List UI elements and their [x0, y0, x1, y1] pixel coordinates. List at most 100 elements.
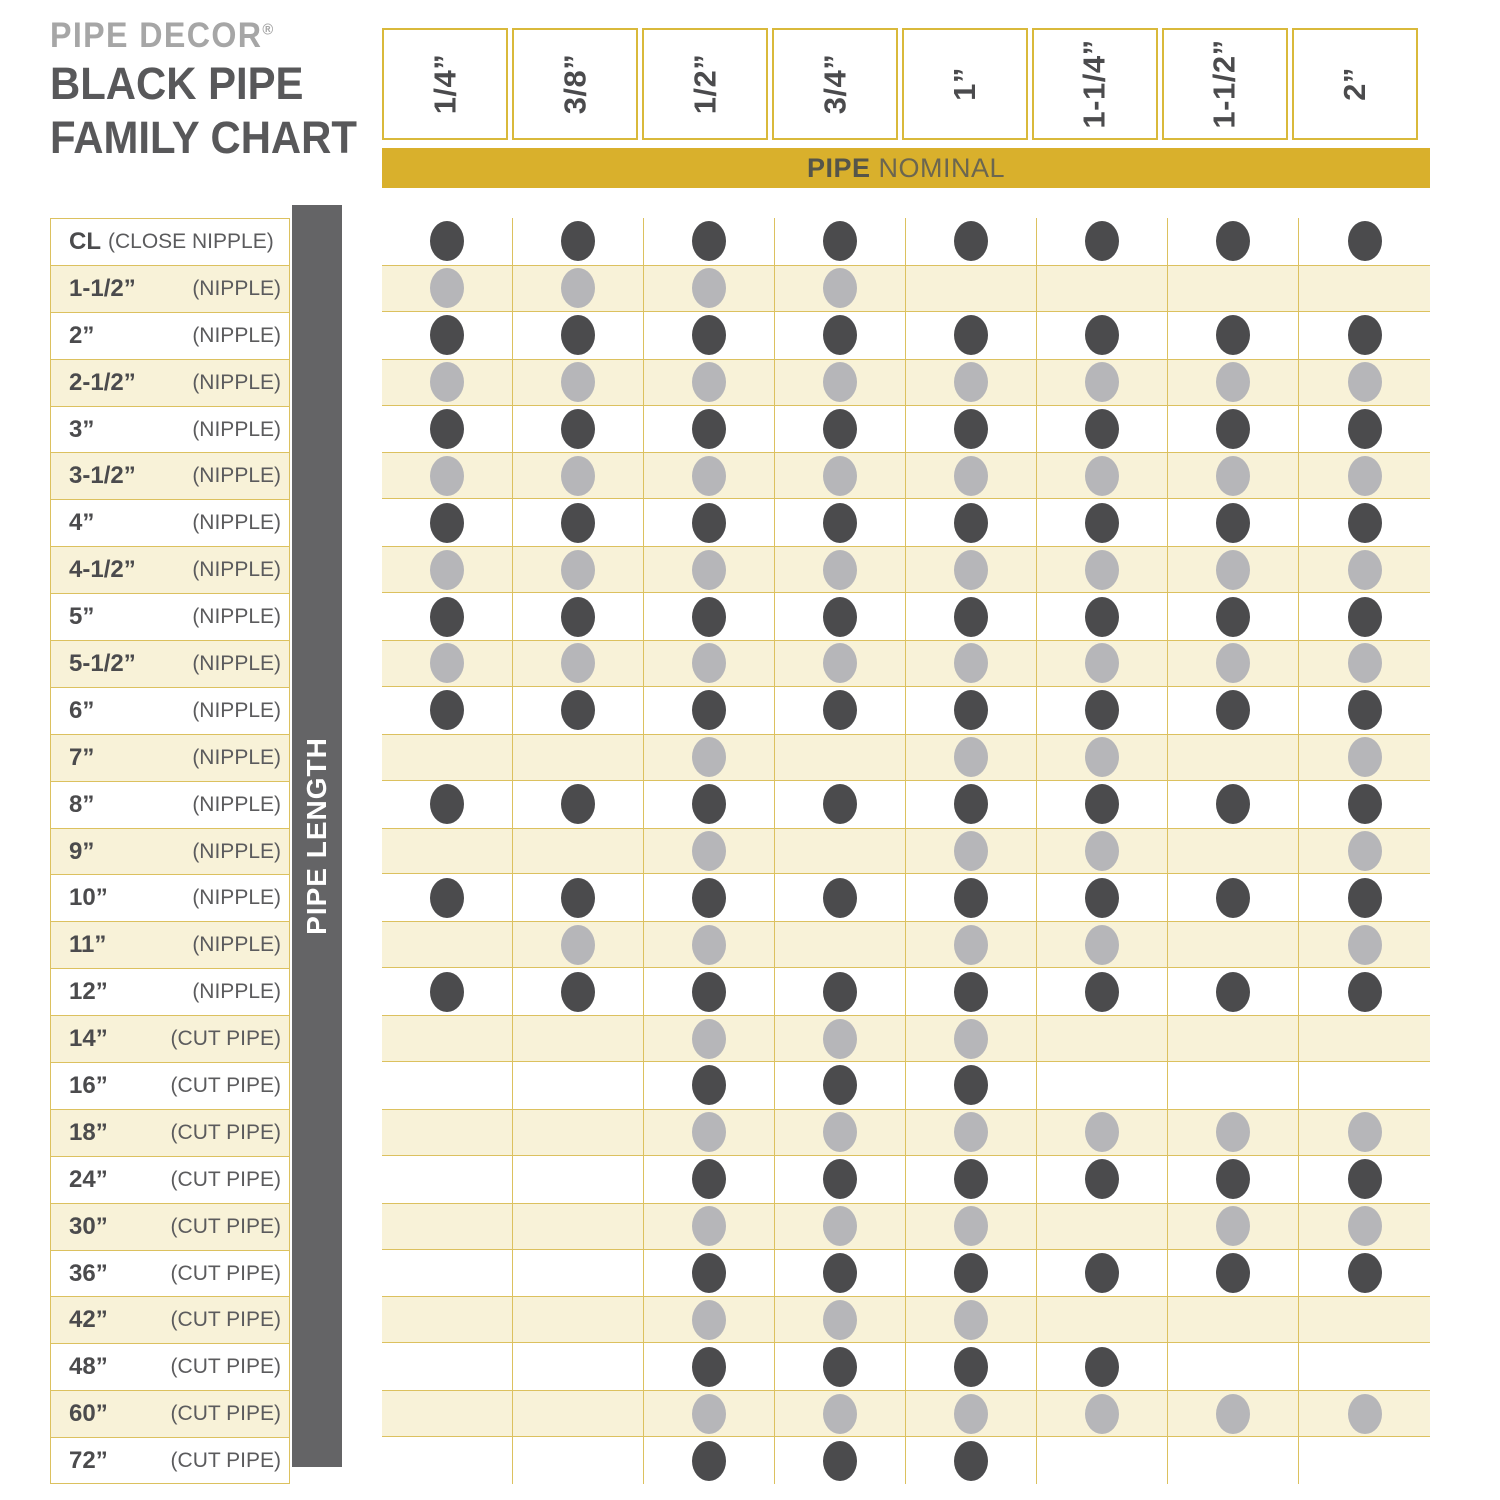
matrix-cell[interactable] — [1299, 874, 1430, 921]
matrix-cell[interactable] — [775, 828, 906, 874]
matrix-cell[interactable] — [906, 1297, 1037, 1343]
matrix-cell[interactable] — [775, 359, 906, 405]
matrix-cell[interactable] — [513, 780, 644, 828]
column-header-1[interactable]: 1/4” — [382, 28, 508, 140]
matrix-cell[interactable] — [1299, 1343, 1430, 1390]
matrix-cell[interactable] — [382, 311, 513, 359]
matrix-cell[interactable] — [1037, 1391, 1168, 1437]
matrix-cell[interactable] — [644, 593, 775, 641]
matrix-cell[interactable] — [906, 734, 1037, 780]
matrix-cell[interactable] — [382, 453, 513, 499]
matrix-cell[interactable] — [382, 1249, 513, 1297]
matrix-cell[interactable] — [382, 734, 513, 780]
matrix-cell[interactable] — [513, 1109, 644, 1155]
matrix-cell[interactable] — [775, 1391, 906, 1437]
matrix-cell[interactable] — [1037, 1155, 1168, 1203]
matrix-cell[interactable] — [513, 686, 644, 734]
matrix-cell[interactable] — [513, 734, 644, 780]
matrix-cell[interactable] — [513, 547, 644, 593]
row-label[interactable]: 2” (NIPPLE) — [50, 311, 290, 359]
matrix-cell[interactable] — [513, 359, 644, 405]
row-label[interactable]: 30” (CUT PIPE) — [50, 1202, 290, 1250]
matrix-cell[interactable] — [644, 1062, 775, 1109]
matrix-cell[interactable] — [775, 1062, 906, 1109]
matrix-cell[interactable] — [644, 499, 775, 547]
matrix-cell[interactable] — [513, 593, 644, 641]
matrix-cell[interactable] — [382, 874, 513, 922]
matrix-cell[interactable] — [1168, 593, 1299, 641]
matrix-cell[interactable] — [513, 1249, 644, 1297]
matrix-cell[interactable] — [775, 1297, 906, 1343]
matrix-cell[interactable] — [1299, 312, 1430, 359]
matrix-cell[interactable] — [1299, 547, 1430, 592]
matrix-cell[interactable] — [1037, 593, 1168, 641]
matrix-cell[interactable] — [1168, 1249, 1299, 1297]
matrix-cell[interactable] — [513, 311, 644, 359]
matrix-cell[interactable] — [513, 499, 644, 547]
matrix-cell[interactable] — [906, 547, 1037, 593]
matrix-cell[interactable] — [513, 218, 644, 265]
matrix-cell[interactable] — [906, 1249, 1037, 1297]
matrix-cell[interactable] — [1168, 547, 1299, 593]
matrix-cell[interactable] — [1168, 265, 1299, 311]
matrix-cell[interactable] — [1168, 1391, 1299, 1437]
matrix-cell[interactable] — [1299, 829, 1430, 874]
matrix-cell[interactable] — [1037, 1343, 1168, 1391]
matrix-cell[interactable] — [1299, 218, 1430, 265]
matrix-cell[interactable] — [644, 874, 775, 922]
row-label[interactable]: 72” (CUT PIPE) — [50, 1437, 290, 1485]
row-label[interactable]: 10” (NIPPLE) — [50, 874, 290, 922]
matrix-cell[interactable] — [513, 1016, 644, 1062]
matrix-cell[interactable] — [1037, 968, 1168, 1016]
matrix-cell[interactable] — [1168, 1155, 1299, 1203]
matrix-cell[interactable] — [1299, 641, 1430, 686]
matrix-cell[interactable] — [775, 968, 906, 1016]
matrix-cell[interactable] — [644, 922, 775, 968]
matrix-cell[interactable] — [906, 1155, 1037, 1203]
row-label[interactable]: 9” (NIPPLE) — [50, 827, 290, 875]
matrix-cell[interactable] — [644, 547, 775, 593]
matrix-cell[interactable] — [906, 968, 1037, 1016]
row-label[interactable]: CL (CLOSE NIPPLE) — [50, 218, 290, 265]
row-label[interactable]: 11” (NIPPLE) — [50, 921, 290, 969]
matrix-cell[interactable] — [1037, 218, 1168, 265]
row-label[interactable]: 36” (CUT PIPE) — [50, 1249, 290, 1297]
matrix-cell[interactable] — [1037, 547, 1168, 593]
matrix-cell[interactable] — [775, 218, 906, 265]
matrix-cell[interactable] — [644, 968, 775, 1016]
matrix-cell[interactable] — [1168, 359, 1299, 405]
matrix-cell[interactable] — [1168, 453, 1299, 499]
matrix-cell[interactable] — [1168, 499, 1299, 547]
matrix-cell[interactable] — [644, 1016, 775, 1062]
matrix-cell[interactable] — [382, 1203, 513, 1249]
matrix-cell[interactable] — [1299, 360, 1430, 405]
matrix-cell[interactable] — [644, 405, 775, 453]
matrix-cell[interactable] — [1299, 406, 1430, 453]
matrix-cell[interactable] — [513, 1297, 644, 1343]
row-label[interactable]: 8” (NIPPLE) — [50, 780, 290, 828]
matrix-cell[interactable] — [906, 922, 1037, 968]
matrix-cell[interactable] — [644, 1437, 775, 1485]
matrix-cell[interactable] — [1299, 499, 1430, 546]
matrix-cell[interactable] — [1168, 874, 1299, 922]
matrix-cell[interactable] — [1037, 359, 1168, 405]
matrix-cell[interactable] — [906, 1016, 1037, 1062]
matrix-cell[interactable] — [644, 311, 775, 359]
matrix-cell[interactable] — [906, 1391, 1037, 1437]
matrix-cell[interactable] — [906, 405, 1037, 453]
matrix-cell[interactable] — [1168, 1437, 1299, 1485]
matrix-cell[interactable] — [906, 874, 1037, 922]
matrix-cell[interactable] — [1299, 922, 1430, 967]
matrix-cell[interactable] — [382, 1062, 513, 1109]
matrix-cell[interactable] — [906, 1343, 1037, 1391]
matrix-cell[interactable] — [382, 1109, 513, 1155]
matrix-cell[interactable] — [1299, 781, 1430, 828]
matrix-cell[interactable] — [513, 405, 644, 453]
matrix-cell[interactable] — [775, 734, 906, 780]
matrix-cell[interactable] — [1299, 1391, 1430, 1436]
row-label[interactable]: 14” (CUT PIPE) — [50, 1015, 290, 1063]
matrix-cell[interactable] — [382, 1016, 513, 1062]
row-label[interactable]: 16” (CUT PIPE) — [50, 1062, 290, 1109]
matrix-cell[interactable] — [1299, 453, 1430, 498]
matrix-cell[interactable] — [1299, 1204, 1430, 1249]
